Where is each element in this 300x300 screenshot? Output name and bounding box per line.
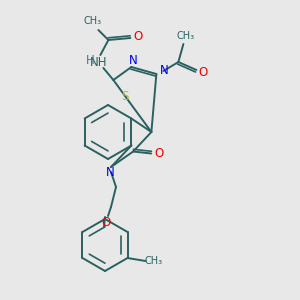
Text: N: N (129, 53, 138, 67)
Text: N: N (160, 64, 169, 76)
Text: O: O (134, 31, 143, 44)
Text: N: N (106, 166, 114, 178)
Text: O: O (154, 147, 164, 160)
Text: CH₃: CH₃ (145, 256, 163, 266)
Text: CH₃: CH₃ (83, 16, 101, 26)
Text: O: O (199, 67, 208, 80)
Text: H: H (86, 55, 95, 68)
Text: NH: NH (90, 56, 107, 68)
Text: O: O (101, 215, 111, 229)
Text: S: S (122, 91, 129, 103)
Text: CH₃: CH₃ (176, 31, 194, 41)
